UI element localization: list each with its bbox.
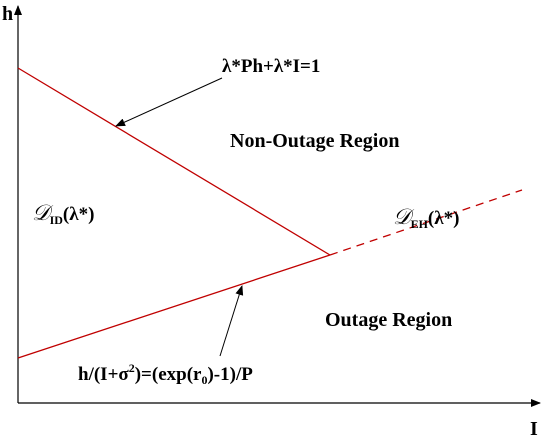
outage-line-extension [329, 189, 523, 256]
annotation-arrow [219, 285, 244, 357]
region-id-label: 𝒟ID(λ*) [32, 201, 94, 227]
outage-line-label: h/(I+σ2)=(exp(r0)-1)/P [78, 361, 253, 387]
x-axis-label: I [530, 418, 538, 439]
boundary-line-label: λ*Ph+λ*I=1 [222, 56, 320, 77]
lower-region-label: Outage Region [325, 309, 452, 331]
y-axis-label: h [2, 3, 13, 25]
boundary-line [17, 67, 331, 256]
annotation-arrow [115, 77, 223, 127]
upper-region-label: Non-Outage Region [230, 130, 399, 152]
region-eh-label: 𝒟EH(λ*) [393, 205, 459, 231]
outage-line [17, 254, 331, 359]
